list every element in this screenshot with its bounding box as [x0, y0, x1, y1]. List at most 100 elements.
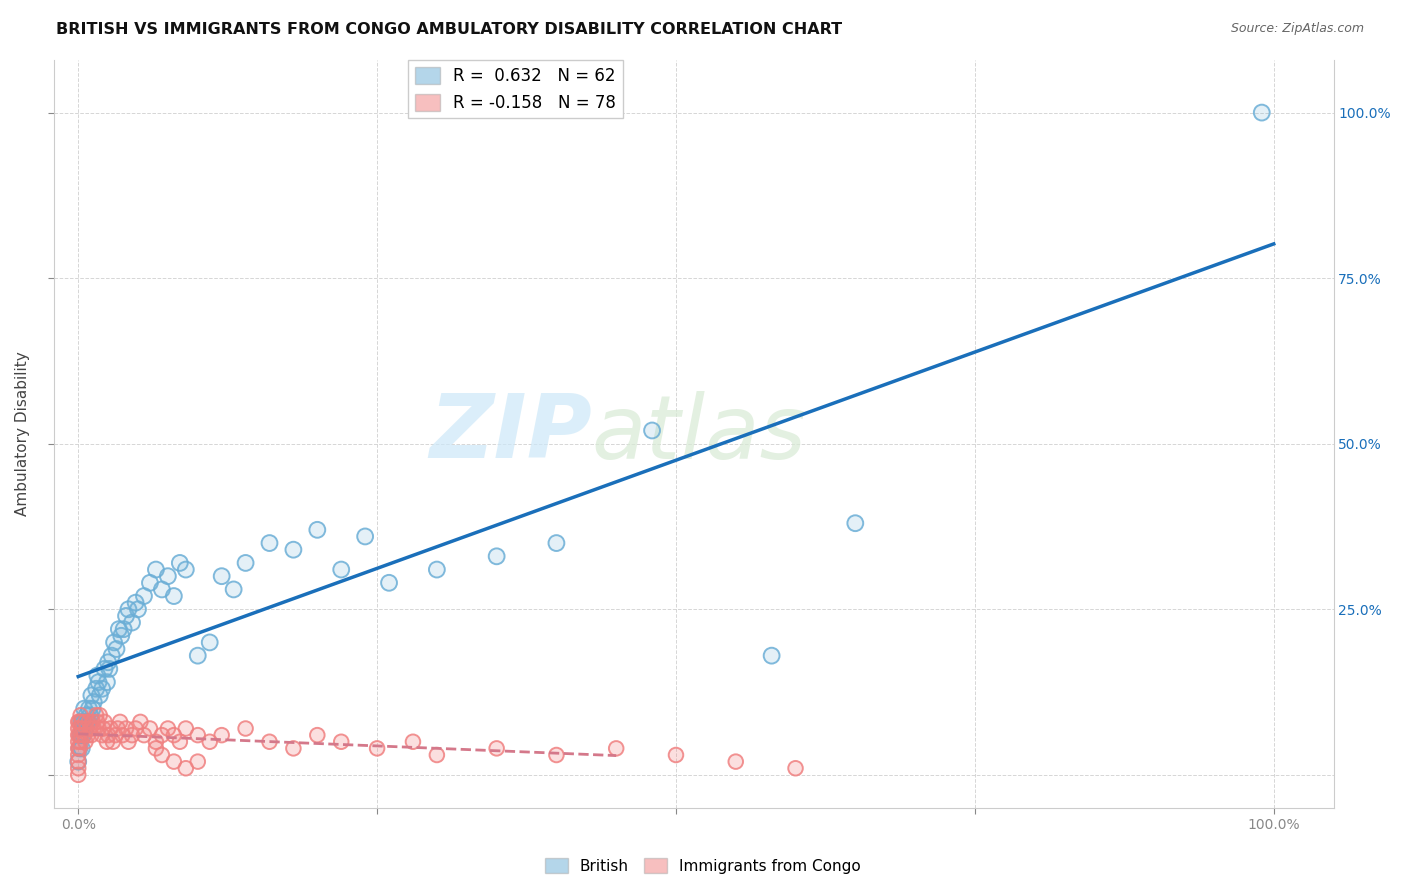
- Point: [91, 728, 114, 742]
- Point: [139, 722, 162, 736]
- Point: [91, 722, 114, 736]
- Point: [91, 681, 114, 696]
- Point: [76, 714, 98, 729]
- Point: [87, 675, 110, 690]
- Point: [72, 728, 94, 742]
- Point: [76, 714, 98, 729]
- Point: [145, 735, 167, 749]
- Point: [83, 695, 105, 709]
- Point: [211, 569, 233, 583]
- Point: [83, 722, 105, 736]
- Point: [117, 735, 139, 749]
- Point: [132, 589, 155, 603]
- Y-axis label: Ambulatory Disability: Ambulatory Disability: [15, 351, 30, 516]
- Point: [70, 728, 93, 742]
- Point: [69, 728, 91, 742]
- Point: [107, 722, 129, 736]
- Point: [174, 761, 197, 775]
- Point: [67, 714, 90, 729]
- Point: [307, 523, 329, 537]
- Point: [70, 714, 93, 729]
- Point: [67, 741, 90, 756]
- Point: [211, 728, 233, 742]
- Point: [115, 722, 138, 736]
- Point: [366, 741, 388, 756]
- Point: [139, 722, 162, 736]
- Point: [132, 589, 155, 603]
- Point: [67, 728, 90, 742]
- Point: [127, 602, 149, 616]
- Text: atlas: atlas: [592, 391, 807, 477]
- Point: [79, 708, 101, 723]
- Point: [1250, 105, 1272, 120]
- Point: [235, 556, 257, 570]
- Point: [330, 735, 353, 749]
- Point: [70, 741, 93, 756]
- Point: [169, 735, 191, 749]
- Point: [330, 735, 353, 749]
- Point: [86, 714, 108, 729]
- Point: [485, 549, 508, 564]
- Point: [259, 735, 281, 749]
- Point: [163, 728, 186, 742]
- Point: [259, 735, 281, 749]
- Point: [86, 668, 108, 682]
- Point: [67, 728, 90, 742]
- Point: [211, 569, 233, 583]
- Point: [67, 761, 90, 775]
- Point: [89, 708, 111, 723]
- Point: [108, 622, 131, 636]
- Point: [145, 741, 167, 756]
- Point: [67, 741, 90, 756]
- Point: [67, 722, 90, 736]
- Point: [402, 735, 425, 749]
- Point: [76, 728, 98, 742]
- Point: [82, 701, 104, 715]
- Text: ZIP: ZIP: [429, 391, 592, 477]
- Point: [86, 668, 108, 682]
- Point: [75, 722, 97, 736]
- Point: [150, 747, 173, 762]
- Point: [72, 728, 94, 742]
- Point: [283, 542, 305, 557]
- Point: [259, 536, 281, 550]
- Point: [75, 735, 97, 749]
- Point: [87, 722, 110, 736]
- Point: [80, 689, 103, 703]
- Point: [76, 708, 98, 723]
- Point: [93, 662, 115, 676]
- Legend: R =  0.632   N = 62, R = -0.158   N = 78: R = 0.632 N = 62, R = -0.158 N = 78: [408, 61, 623, 119]
- Point: [235, 556, 257, 570]
- Point: [97, 655, 120, 669]
- Point: [67, 714, 90, 729]
- Point: [150, 728, 173, 742]
- Point: [187, 648, 209, 663]
- Point: [91, 728, 114, 742]
- Point: [139, 575, 162, 590]
- Point: [156, 569, 179, 583]
- Point: [67, 741, 90, 756]
- Point: [121, 615, 143, 630]
- Point: [124, 596, 146, 610]
- Point: [67, 768, 90, 782]
- Point: [127, 602, 149, 616]
- Text: BRITISH VS IMMIGRANTS FROM CONGO AMBULATORY DISABILITY CORRELATION CHART: BRITISH VS IMMIGRANTS FROM CONGO AMBULAT…: [56, 22, 842, 37]
- Point: [169, 556, 191, 570]
- Point: [187, 755, 209, 769]
- Point: [67, 755, 90, 769]
- Point: [121, 615, 143, 630]
- Point: [426, 747, 449, 762]
- Point: [107, 722, 129, 736]
- Point: [124, 722, 146, 736]
- Point: [96, 735, 118, 749]
- Point: [641, 424, 664, 438]
- Point: [124, 722, 146, 736]
- Point: [72, 722, 94, 736]
- Point: [156, 569, 179, 583]
- Point: [174, 563, 197, 577]
- Point: [69, 735, 91, 749]
- Point: [69, 708, 91, 723]
- Point: [101, 735, 124, 749]
- Point: [76, 722, 98, 736]
- Point: [485, 741, 508, 756]
